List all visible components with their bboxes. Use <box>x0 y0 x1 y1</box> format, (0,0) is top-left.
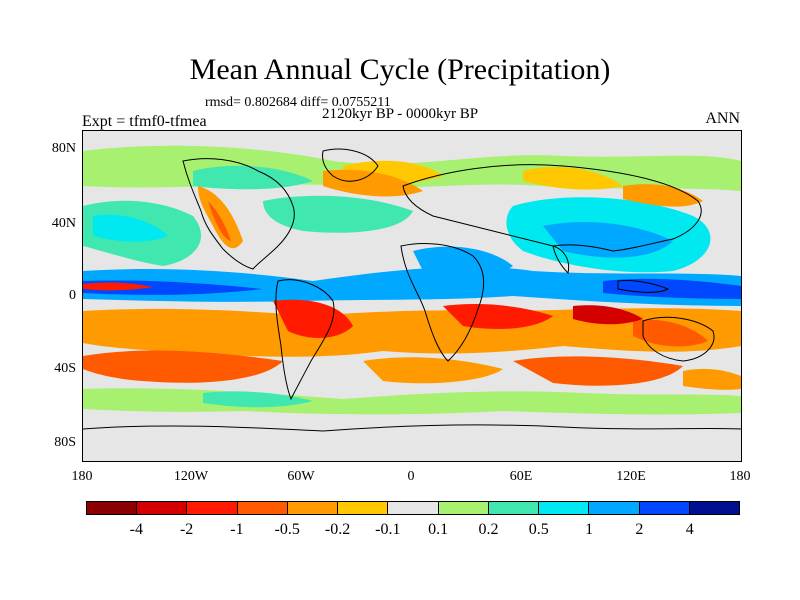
colorbar-label: -0.1 <box>375 521 401 538</box>
anomaly-region <box>683 368 741 390</box>
anomaly-region <box>208 201 231 241</box>
season-label: ANN <box>705 110 740 127</box>
colorbar-label: -0.2 <box>324 521 351 538</box>
anomaly-region <box>198 186 243 249</box>
lon-label-120e: 120E <box>616 469 646 484</box>
anomaly-region <box>83 266 741 306</box>
lat-label-40s: 40S <box>54 361 76 376</box>
colorbar-label: -2 <box>179 521 194 538</box>
colorbar <box>86 501 740 515</box>
anomaly-region <box>623 184 703 207</box>
antarctica-outline <box>83 424 741 432</box>
stats-line: rmsd= 0.802684 diff= 0.0755211 <box>205 95 391 110</box>
colorbar-swatch-3 <box>237 502 288 514</box>
anomaly-region <box>603 278 741 299</box>
north-america-outline <box>182 158 295 270</box>
plot-title: Mean Annual Cycle (Precipitation) <box>189 53 611 86</box>
anomaly-region <box>443 304 553 329</box>
colorbar-swatch-6 <box>388 502 439 514</box>
lon-label-60e: 60E <box>509 469 533 484</box>
colorbar-swatch-4 <box>287 502 339 514</box>
period-label: 2120kyr BP - 0000kyr BP <box>322 106 479 122</box>
colorbar-swatch-2 <box>187 502 238 514</box>
colorbar-label: 2 <box>635 521 644 538</box>
anomaly-region <box>543 221 673 258</box>
colorbar-label: -1 <box>230 521 244 538</box>
anomaly-region <box>323 169 423 197</box>
lon-label-180w: 180 <box>71 469 93 484</box>
anomaly-region <box>83 350 283 383</box>
india-outline <box>552 245 570 275</box>
colorbar-label: 1 <box>585 521 594 538</box>
lat-label-80s: 80S <box>54 435 76 450</box>
map-field <box>83 131 741 461</box>
lat-label-40n: 40N <box>51 216 76 231</box>
anomaly-region <box>633 319 708 347</box>
anomaly-region <box>523 166 623 190</box>
precipitation-map <box>82 130 742 462</box>
colorbar-label: -4 <box>129 521 143 538</box>
lon-label-180e: 180 <box>729 469 751 484</box>
colorbar-swatch-7 <box>438 502 489 514</box>
colorbar-label: 0.5 <box>528 521 549 538</box>
anomaly-region <box>203 391 313 408</box>
colorbar-swatch-11 <box>639 502 690 514</box>
anomaly-region <box>413 246 513 278</box>
colorbar-swatch-8 <box>488 502 540 514</box>
europe-asia-outline <box>402 164 702 252</box>
anomaly-region <box>93 214 168 242</box>
lat-label-80n: 80N <box>51 141 76 156</box>
colorbar-swatch-10 <box>589 502 640 514</box>
colorbar-swatch-12 <box>689 502 740 514</box>
colorbar-swatch-9 <box>539 502 590 514</box>
anomaly-region <box>263 195 413 233</box>
lon-label-120w: 120W <box>173 469 209 484</box>
anomaly-region <box>273 299 353 338</box>
anomaly-region <box>513 356 683 386</box>
colorbar-swatch-0 <box>87 502 138 514</box>
greenland-outline <box>322 148 379 182</box>
anomaly-region <box>193 165 313 190</box>
colorbar-label: 0.2 <box>478 521 499 538</box>
australia-outline <box>642 316 715 362</box>
lon-label-60w: 60W <box>287 469 315 484</box>
lat-label-0: 0 <box>69 288 76 303</box>
colorbar-swatch-5 <box>338 502 389 514</box>
colorbar-label: 0.1 <box>428 521 449 538</box>
indonesia-outline <box>617 280 670 293</box>
colorbar-swatch-1 <box>137 502 188 514</box>
experiment-label: Expt = tfmf0-tfmea <box>82 113 207 130</box>
africa-outline <box>400 242 485 362</box>
anomaly-region <box>83 308 741 357</box>
anomaly-region <box>573 305 643 325</box>
anomaly-region <box>83 282 153 291</box>
south-america-outline <box>275 279 335 401</box>
colorbar-label: 4 <box>685 521 694 538</box>
anomaly-region <box>363 357 503 384</box>
lon-label-0: 0 <box>407 469 415 484</box>
colorbar-label: -0.5 <box>274 521 300 538</box>
